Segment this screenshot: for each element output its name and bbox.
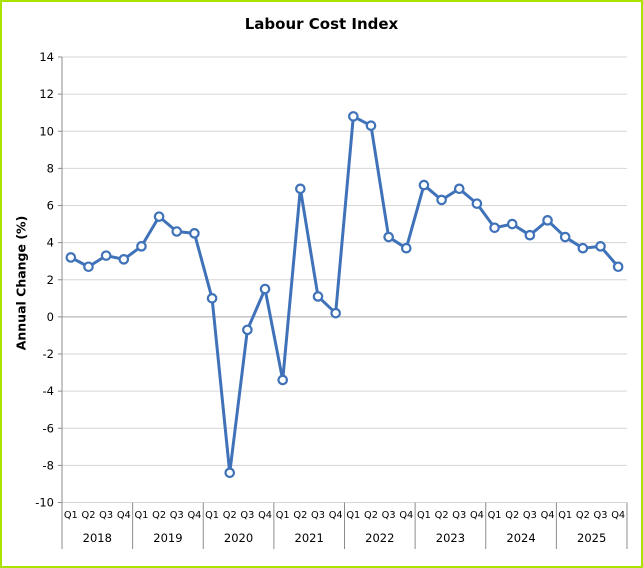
y-tick-label: 12 (39, 87, 54, 101)
quarter-label: Q3 (594, 510, 608, 521)
quarter-label: Q2 (435, 510, 449, 521)
year-label: 2018 (83, 531, 112, 545)
quarter-label: Q4 (187, 510, 201, 521)
quarter-label: Q2 (364, 510, 378, 521)
quarter-label: Q2 (293, 510, 307, 521)
y-tick-label: -8 (43, 458, 54, 472)
data-line (69, 114, 620, 475)
data-point-marker (365, 120, 377, 131)
y-tick-label: -2 (43, 347, 54, 361)
quarter-label: Q1 (417, 510, 431, 521)
quarter-label: Q1 (558, 510, 572, 521)
data-point-marker (224, 467, 236, 479)
data-point-marker (542, 215, 553, 226)
year-label: 2022 (365, 531, 394, 545)
y-tick-label: -6 (43, 421, 54, 435)
year-label: 2024 (506, 531, 535, 545)
quarter-label: Q4 (399, 510, 413, 521)
data-point-marker (453, 183, 465, 195)
quarter-label: Q2 (223, 510, 237, 521)
data-point-marker (436, 194, 447, 206)
quarter-label: Q1 (134, 510, 148, 521)
data-point-marker (65, 252, 77, 263)
quarter-label: Q4 (541, 510, 555, 521)
data-point-marker (295, 183, 306, 195)
quarter-label: Q3 (240, 510, 254, 521)
y-tick-label: -10 (35, 496, 54, 510)
data-point-marker (595, 241, 606, 252)
data-point-marker (559, 231, 571, 243)
quarter-label: Q3 (382, 510, 396, 521)
y-tick-label: 0 (47, 310, 54, 324)
data-point-marker (524, 229, 536, 241)
y-tick-label: 2 (47, 273, 54, 287)
quarter-label: Q1 (205, 510, 219, 521)
data-point-marker (206, 293, 218, 304)
quarter-label: Q4 (117, 510, 131, 521)
data-point-marker (418, 179, 430, 191)
quarter-label: Q2 (152, 510, 166, 521)
data-point-marker (242, 324, 253, 336)
year-label: 2021 (295, 531, 324, 545)
data-point-marker (348, 111, 359, 122)
quarter-label: Q3 (311, 510, 325, 521)
data-point-marker (83, 261, 94, 273)
data-point-marker (400, 242, 412, 254)
quarter-label: Q1 (488, 510, 502, 521)
y-tick-label: -4 (43, 384, 54, 398)
data-point-marker (471, 198, 483, 209)
year-label: 2019 (153, 531, 182, 545)
y-tick-label: 10 (39, 124, 54, 138)
y-tick-label: 6 (47, 199, 54, 213)
year-label: 2020 (224, 531, 253, 545)
data-point-marker (330, 307, 341, 319)
y-tick-label: 4 (47, 236, 54, 250)
y-tick-label: 8 (47, 161, 54, 175)
quarter-label: Q1 (346, 510, 360, 521)
quarter-label: Q2 (82, 510, 96, 521)
quarter-label: Q4 (611, 510, 625, 521)
quarter-label: Q3 (99, 510, 113, 521)
data-point-marker (489, 222, 500, 234)
y-tick-label: 14 (39, 50, 54, 64)
quarter-label: Q4 (258, 510, 272, 521)
quarter-label: Q3 (523, 510, 537, 521)
data-point-marker (506, 218, 518, 230)
year-label: 2023 (436, 531, 465, 545)
data-point-marker (153, 211, 165, 222)
quarter-label: Q1 (276, 510, 290, 521)
data-point-marker (383, 231, 394, 243)
data-point-marker (577, 242, 589, 254)
data-point-marker (259, 283, 271, 295)
data-point-marker (100, 250, 112, 261)
quarter-label: Q4 (470, 510, 484, 521)
data-point-marker (118, 254, 130, 265)
quarter-label: Q2 (576, 510, 590, 521)
data-point-marker (171, 226, 183, 237)
data-point-marker (277, 374, 289, 386)
data-point-marker (612, 261, 624, 273)
data-point-marker (189, 228, 200, 239)
quarter-label: Q4 (329, 510, 343, 521)
year-label: 2025 (577, 531, 606, 545)
quarter-label: Q1 (64, 510, 78, 521)
chart-title: Labour Cost Index (244, 15, 399, 33)
quarter-label: Q2 (505, 510, 519, 521)
data-point-marker (136, 241, 147, 252)
data-point-marker (312, 291, 324, 302)
quarter-label: Q3 (452, 510, 466, 521)
quarter-label: Q3 (170, 510, 184, 521)
